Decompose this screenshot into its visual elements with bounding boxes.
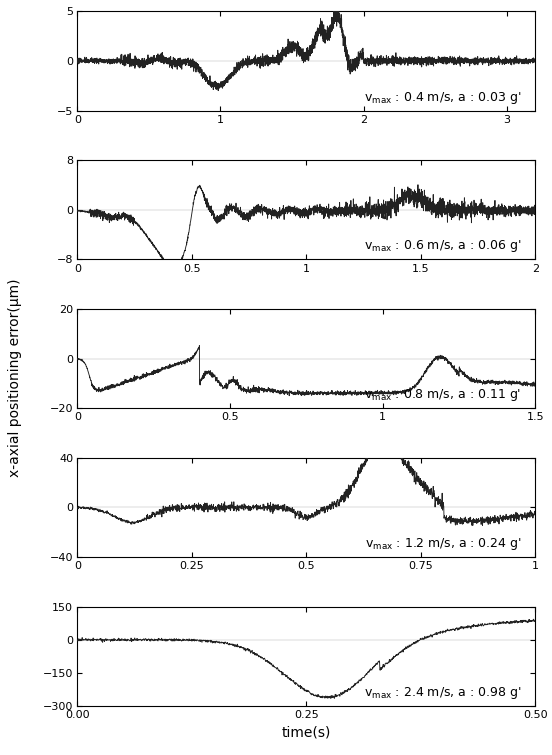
Text: v$_{\rm max}$ : 1.2 m/s, a : 0.24 g': v$_{\rm max}$ : 1.2 m/s, a : 0.24 g'	[365, 536, 522, 552]
Text: v$_{\rm max}$ : 2.4 m/s, a : 0.98 g': v$_{\rm max}$ : 2.4 m/s, a : 0.98 g'	[364, 685, 522, 701]
X-axis label: time(s): time(s)	[282, 726, 331, 740]
Text: x-axial positioning error(μm): x-axial positioning error(μm)	[8, 279, 22, 476]
Text: v$_{\rm max}$ : 0.6 m/s, a : 0.06 g': v$_{\rm max}$ : 0.6 m/s, a : 0.06 g'	[364, 239, 522, 254]
Text: v$_{\rm max}$ : 0.8 m/s, a : 0.11 g': v$_{\rm max}$ : 0.8 m/s, a : 0.11 g'	[364, 387, 522, 403]
Text: v$_{\rm max}$ : 0.4 m/s, a : 0.03 g': v$_{\rm max}$ : 0.4 m/s, a : 0.03 g'	[364, 90, 522, 106]
